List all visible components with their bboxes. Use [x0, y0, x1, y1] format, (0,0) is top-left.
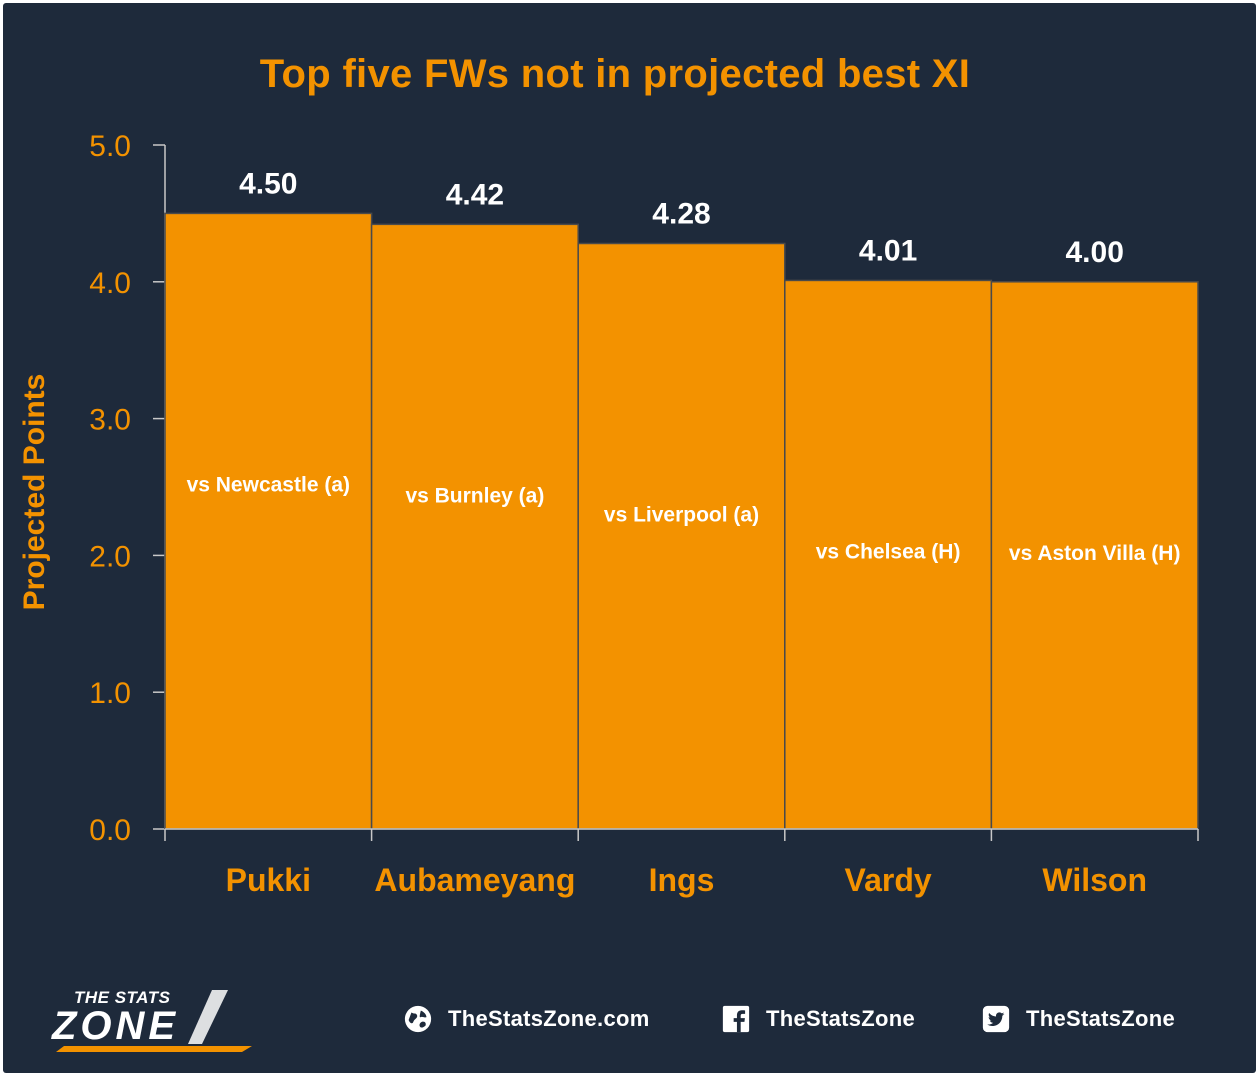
x-category-label: Ings: [649, 862, 715, 898]
x-category-label: Wilson: [1042, 862, 1147, 898]
twitter-icon: [982, 1005, 1010, 1033]
bar-fixture-label: vs Burnley (a): [405, 484, 544, 507]
twitter-text: TheStatsZone: [1026, 1006, 1176, 1031]
x-category-label: Pukki: [226, 862, 311, 898]
bar-wilson: [990, 281, 1199, 830]
logo-top-text: THE STATS: [74, 988, 171, 1007]
twitter-link[interactable]: TheStatsZone: [980, 1004, 1175, 1034]
bar-fixture-label: vs Aston Villa (H): [1009, 542, 1181, 565]
logo-swoosh: [56, 990, 252, 1052]
x-category-label: Vardy: [845, 862, 932, 898]
bar-value-label: 4.01: [859, 234, 917, 267]
y-tick-label: 1.0: [89, 677, 131, 710]
bar-value-label: 4.50: [239, 167, 297, 200]
bar-value-label: 4.42: [446, 178, 504, 211]
x-axis: Pukki Aubameyang Ings Vardy Wilson: [164, 828, 1199, 898]
website-text: TheStatsZone.com: [448, 1006, 650, 1031]
y-tick-label: 5.0: [89, 130, 131, 163]
facebook-text: TheStatsZone: [766, 1006, 916, 1031]
stats-zone-logo: THE STATS ZONE: [52, 986, 267, 1052]
bar-fixture-label: vs Chelsea (H): [816, 540, 961, 563]
facebook-link[interactable]: TheStatsZone: [720, 1004, 915, 1034]
bar-value-label: 4.00: [1066, 236, 1124, 269]
logo-main-text: ZONE: [52, 1004, 180, 1048]
bar-fixture-label: vs Newcastle (a): [187, 473, 350, 496]
website-link[interactable]: TheStatsZone.com: [402, 1004, 650, 1034]
globe-icon: [404, 1005, 432, 1033]
bars: 4.50 vs Newcastle (a) 4.42 vs Burnley (a) 4.…: [164, 167, 1199, 830]
bar-ings: [577, 242, 786, 830]
facebook-icon: [722, 1005, 750, 1033]
y-tick-label: 4.0: [89, 267, 131, 300]
bar-vardy: [784, 279, 993, 830]
chart-title: Top five FWs not in projected best XI: [259, 52, 971, 96]
x-category-label: Aubameyang: [374, 862, 575, 898]
y-axis-label: Projected Points: [18, 374, 51, 611]
y-tick-label: 2.0: [89, 540, 131, 573]
bar-value-label: 4.28: [652, 197, 710, 230]
footer: THE STATS ZONE TheStatsZone.com TheStats…: [0, 980, 1259, 1060]
y-tick-label: 3.0: [89, 404, 131, 437]
bar-aubameyang: [370, 223, 579, 830]
y-axis: 0.0 1.0 2.0 3.0 4.0 5.0: [89, 130, 166, 847]
y-tick-label: 0.0: [89, 814, 131, 847]
bar-fixture-label: vs Liverpool (a): [604, 503, 759, 526]
bar-pukki: [164, 212, 373, 830]
